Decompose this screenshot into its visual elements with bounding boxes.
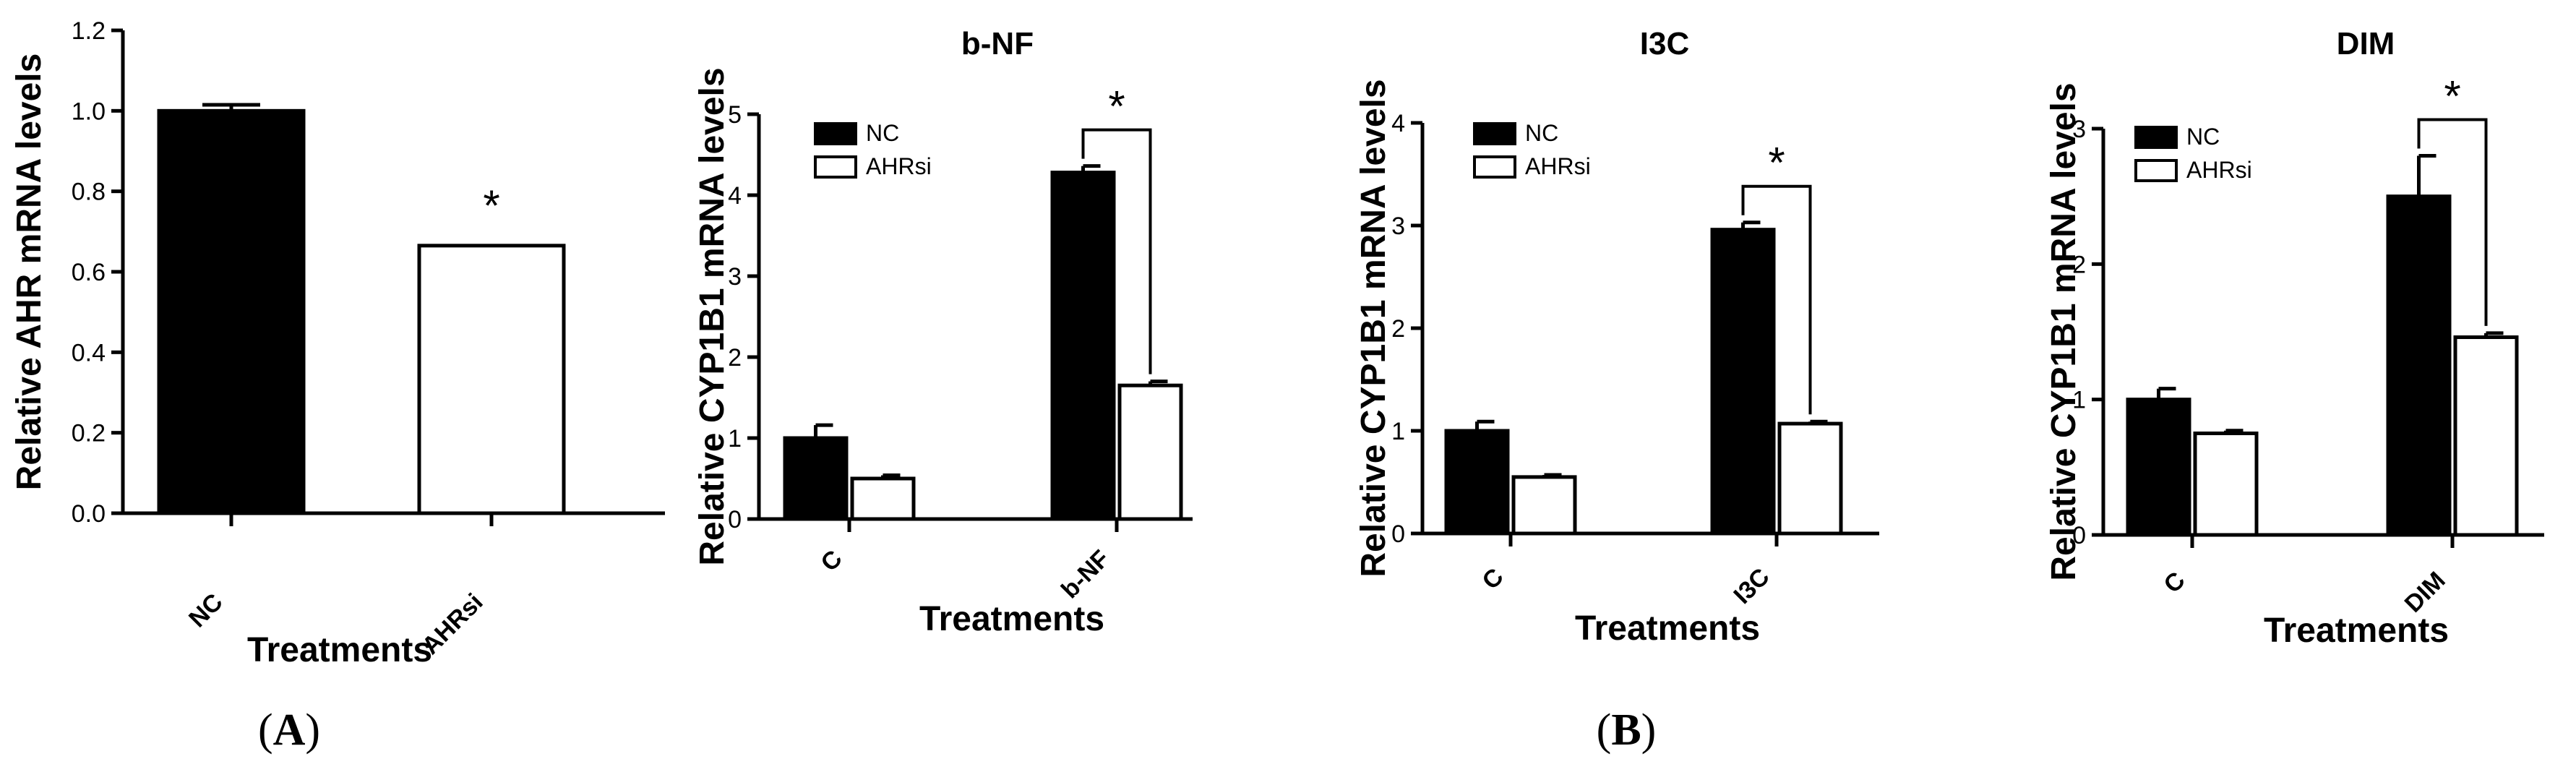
y-tick-label: 0.2 <box>72 420 106 447</box>
significance-marker: * <box>1768 139 1785 187</box>
bar-nc-c <box>783 436 849 521</box>
significance-marker: * <box>2444 72 2460 120</box>
chart-title: DIM <box>2337 26 2395 61</box>
legend-label-nc: NC <box>866 120 899 146</box>
x-axis-label: Treatments <box>2264 612 2449 650</box>
legend-swatch-ahrsi <box>2134 159 2178 182</box>
legend-swatch-ahrsi <box>1473 155 1516 179</box>
x-category-label: b-NF <box>1056 545 1115 604</box>
panel-label-b: (B) <box>1597 706 1657 755</box>
bar-ahrsi-c <box>1511 475 1577 536</box>
y-tick-label: 1.0 <box>72 98 106 125</box>
bar-ahrsi-c <box>850 476 916 521</box>
x-category-label: AHRsi <box>417 588 489 660</box>
y-tick-label: 1 <box>728 425 742 453</box>
bar-ahrsi-c <box>2193 432 2259 537</box>
x-axis-label: Treatments <box>247 631 432 669</box>
legend-label-nc: NC <box>1525 120 1558 146</box>
bar-ahrsi-ahrsi <box>417 244 566 515</box>
y-tick-label: 1 <box>1391 418 1405 445</box>
y-tick-label: 4 <box>1391 110 1405 137</box>
y-tick-label: 0 <box>1391 520 1405 548</box>
bar-nc-c <box>1444 429 1510 536</box>
y-tick-label: 0.4 <box>72 339 106 366</box>
significance-bracket <box>2417 118 2488 326</box>
y-tick-label: 0 <box>728 506 742 533</box>
bar-nc-c <box>2126 398 2191 537</box>
y-axis-label: Relative CYP1B1 mRNA levels <box>2045 82 2083 580</box>
x-axis-label: Treatments <box>1575 609 1760 648</box>
bar-nc-dim <box>2386 194 2452 537</box>
bar-nc-nc <box>157 108 306 515</box>
bar-nc-b-nf <box>1050 171 1116 521</box>
x-category-label: C <box>815 545 847 577</box>
y-axis-label: Relative CYP1B1 mRNA levels <box>1354 79 1393 577</box>
x-category-label: NC <box>184 588 228 633</box>
y-tick-label: 0.8 <box>72 179 106 206</box>
legend-label-ahrsi: AHRsi <box>2186 157 2252 183</box>
legend: NC AHRsi <box>814 120 932 179</box>
y-axis-label: Relative CYP1B1 mRNA levels <box>693 67 731 565</box>
y-tick-label: 2 <box>2072 251 2086 278</box>
bar-ahrsi-dim <box>2453 335 2519 537</box>
y-tick-label: 3 <box>2072 116 2086 143</box>
y-tick-label: 3 <box>1391 213 1405 240</box>
y-tick-label: 1.2 <box>72 17 106 45</box>
y-tick-label: 3 <box>728 263 742 291</box>
x-category-label: C <box>1477 563 1508 595</box>
y-tick-label: 4 <box>728 182 742 210</box>
y-tick-label: 5 <box>728 101 742 129</box>
significance-bracket <box>1081 128 1152 374</box>
y-tick-label: 0.6 <box>72 259 106 286</box>
y-tick-label: 0 <box>2072 522 2086 549</box>
x-category-label: DIM <box>2400 567 2451 618</box>
legend-swatch-nc <box>2134 126 2178 149</box>
legend: NC AHRsi <box>2134 124 2252 183</box>
significance-marker: * <box>1108 82 1125 131</box>
significance-bracket <box>1741 184 1812 415</box>
bar-ahrsi-b-nf <box>1117 383 1183 521</box>
y-axis-label: Relative AHR mRNA levels <box>10 53 48 491</box>
legend-label-ahrsi: AHRsi <box>1525 153 1591 179</box>
legend: NC AHRsi <box>1473 120 1591 179</box>
bar-nc-i3c <box>1710 228 1776 536</box>
legend-label-ahrsi: AHRsi <box>866 153 932 179</box>
legend-swatch-nc <box>1473 122 1516 145</box>
y-tick-label: 2 <box>1391 315 1405 343</box>
x-category-label: C <box>2158 567 2190 599</box>
chart-title: b-NF <box>961 26 1034 61</box>
legend-swatch-nc <box>814 122 857 145</box>
legend-swatch-ahrsi <box>814 155 857 179</box>
x-axis-label: Treatments <box>919 600 1104 638</box>
y-tick-label: 1 <box>2072 387 2086 414</box>
chart-title: I3C <box>1640 26 1689 61</box>
x-category-label: I3C <box>1728 563 1774 609</box>
legend-label-nc: NC <box>2186 124 2220 150</box>
panel-label-a: (A) <box>258 706 320 755</box>
y-tick-label: 2 <box>728 344 742 372</box>
bar-ahrsi-i3c <box>1777 421 1843 536</box>
y-tick-label: 0.0 <box>72 500 106 528</box>
significance-marker: * <box>483 181 499 230</box>
chart-panel-1: 0.0 0.2 0.4 0.6 0.8 1.0 1.2 Relative AHR mRNA l… <box>10 17 665 669</box>
